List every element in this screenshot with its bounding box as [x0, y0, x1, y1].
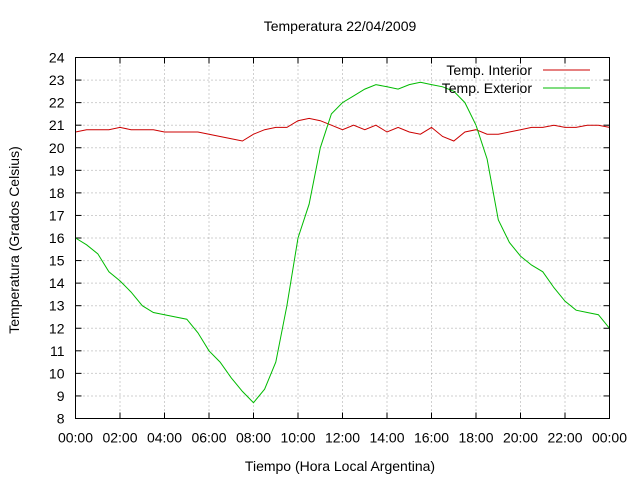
x-axis-label: Tiempo (Hora Local Argentina)	[245, 458, 435, 474]
y-tick-label: 10	[49, 365, 65, 381]
x-tick-label: 14:00	[369, 430, 404, 446]
y-tick-label: 14	[49, 275, 65, 291]
y-tick-label: 12	[49, 320, 65, 336]
y-tick-label: 21	[49, 117, 65, 133]
y-ticks: 8 9 10 11 12 13 14 15 16 17 18 19 20 21 22 23 24	[49, 50, 610, 427]
y-tick-label: 20	[49, 140, 65, 156]
y-tick-label: 22	[49, 95, 65, 111]
x-tick-label: 18:00	[458, 430, 493, 446]
y-axis-label: Temperatura (Grados Celsius)	[6, 146, 22, 334]
series-line-interior	[75, 117, 610, 142]
y-tick-label: 8	[57, 411, 65, 427]
chart-title: Temperatura 22/04/2009	[264, 18, 417, 34]
y-tick-label: 23	[49, 72, 65, 88]
x-tick-label: 12:00	[325, 430, 360, 446]
x-tick-label: 08:00	[236, 430, 271, 446]
y-tick-label: 11	[50, 343, 65, 359]
y-tick-label: 19	[49, 162, 65, 178]
x-tick-label: 00:00	[592, 430, 627, 446]
y-tick-label: 13	[49, 298, 65, 314]
x-ticks: 00:00 02:00 04:00 06:00 08:00 10:00 12:00 14:00…	[58, 57, 627, 446]
x-tick-label: 22:00	[547, 430, 582, 446]
y-tick-label: 18	[49, 185, 65, 201]
plot-frame	[75, 57, 610, 419]
y-tick-label: 16	[49, 230, 65, 246]
y-tick-label: 24	[49, 50, 65, 66]
legend: Temp. Interior Temp. Exterior	[442, 62, 590, 96]
x-tick-label: 04:00	[147, 430, 182, 446]
y-tick-label: 15	[49, 253, 65, 269]
series-line-exterior	[75, 81, 610, 404]
y-tick-label: 9	[57, 388, 65, 404]
x-tick-label: 02:00	[102, 430, 137, 446]
x-tick-label: 00:00	[58, 430, 93, 446]
x-tick-label: 16:00	[414, 430, 449, 446]
y-tick-label: 17	[49, 207, 65, 223]
x-tick-label: 06:00	[191, 430, 226, 446]
legend-label-interior: Temp. Interior	[446, 62, 532, 78]
legend-label-exterior: Temp. Exterior	[442, 80, 533, 96]
x-tick-label: 20:00	[503, 430, 538, 446]
x-tick-label: 10:00	[280, 430, 315, 446]
series	[75, 81, 610, 404]
grid	[75, 57, 610, 419]
